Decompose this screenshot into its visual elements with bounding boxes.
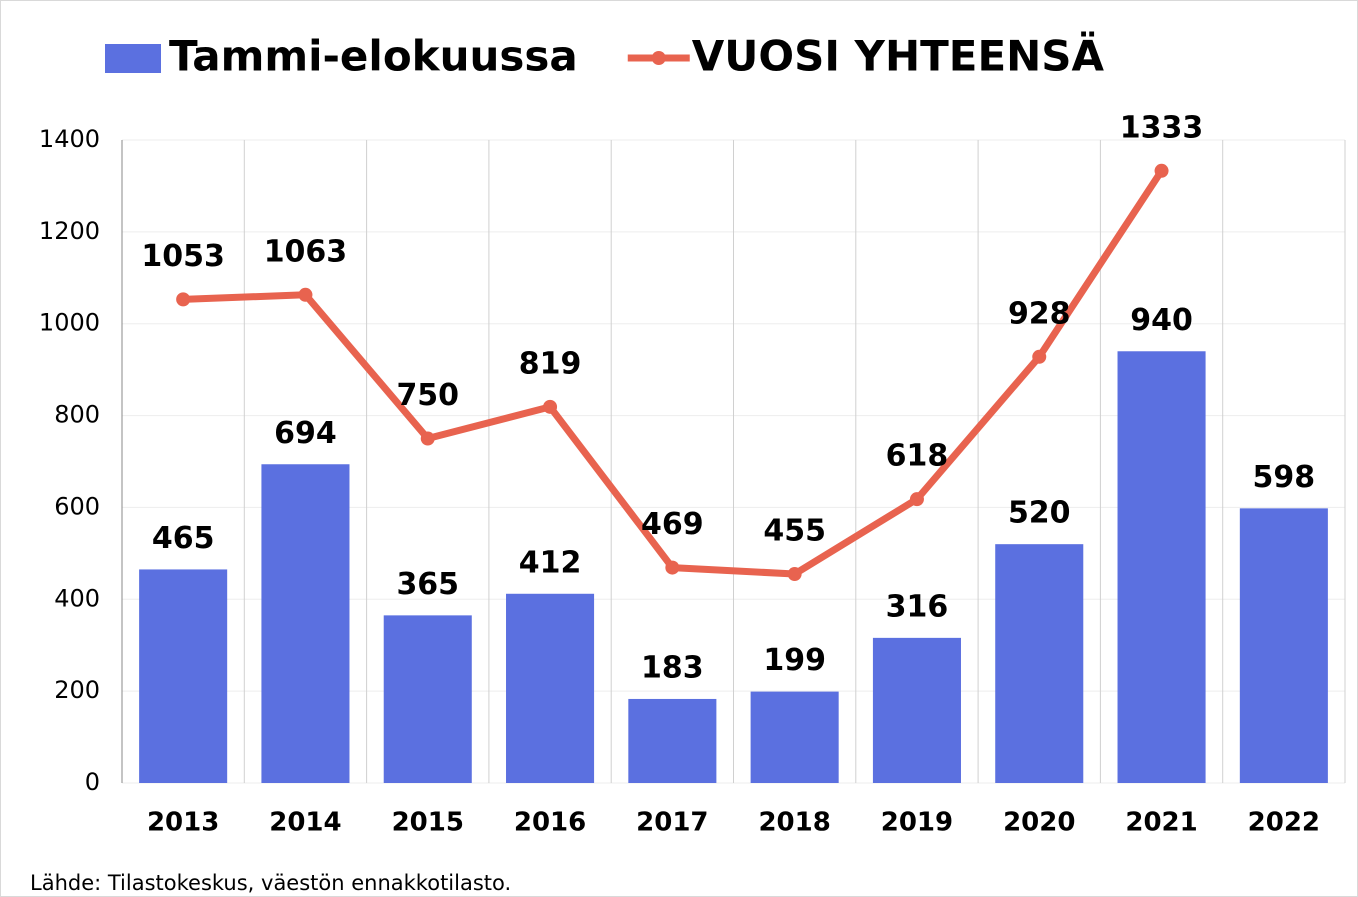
x-tick-label: 2020 [1003,808,1075,838]
y-tick-label: 0 [85,768,100,796]
x-tick-label: 2013 [147,808,219,838]
data-label: 465 [152,521,215,556]
data-label: 520 [1008,496,1071,531]
line-point [176,292,191,307]
legend-point [651,51,666,65]
line-point [787,567,802,582]
legend-swatch [105,44,161,73]
y-tick-label: 800 [54,401,100,429]
y-tick-label: 1200 [39,217,100,245]
bar [139,569,228,783]
bar [506,593,595,783]
data-label: 1333 [1120,110,1204,145]
data-label: 819 [519,346,582,381]
x-tick-label: 2014 [269,808,341,838]
data-label: 316 [886,589,949,624]
legend-label: VUOSI YHTEENSÄ [692,31,1105,81]
bar [383,615,472,783]
data-label: 940 [1130,303,1193,338]
data-label: 750 [396,378,459,413]
data-label: 928 [1008,296,1071,331]
bar [261,464,350,783]
x-tick-label: 2021 [1125,808,1197,838]
data-label: 618 [886,439,949,474]
data-label: 469 [641,507,704,542]
line-point [665,560,680,575]
data-label: 412 [519,545,582,580]
x-tick-label: 2018 [758,808,830,838]
line-point [909,492,924,507]
data-label: 1063 [264,234,348,269]
x-tick-label: 2016 [514,808,586,838]
data-label: 183 [641,650,704,685]
bar [995,544,1084,783]
legend-label: Tammi-elokuussa [169,32,578,81]
y-tick-label: 1400 [39,125,100,153]
line-point [298,287,313,302]
data-label: 199 [763,643,826,678]
bar [1117,351,1206,783]
line-point [1032,349,1047,364]
bar [1239,508,1328,783]
y-tick-label: 1000 [39,309,100,337]
bar [750,691,839,783]
x-tick-label: 2015 [392,808,464,838]
y-tick-label: 200 [54,676,100,704]
bar [628,698,717,783]
x-tick-label: 2019 [881,808,953,838]
line-point [420,431,435,446]
x-tick-label: 2022 [1248,808,1320,838]
data-label: 365 [396,567,459,602]
data-label: 694 [274,416,337,451]
source-note: Lähde: Tilastokeskus, väestön ennakkotil… [30,871,511,895]
line-point [1154,163,1169,178]
data-label: 455 [763,514,826,549]
y-tick-label: 600 [54,492,100,520]
y-tick-label: 400 [54,584,100,612]
data-label: 598 [1253,460,1316,495]
bar [872,637,961,783]
line-point [543,399,558,414]
x-tick-label: 2017 [636,808,708,838]
data-label: 1053 [141,239,225,274]
